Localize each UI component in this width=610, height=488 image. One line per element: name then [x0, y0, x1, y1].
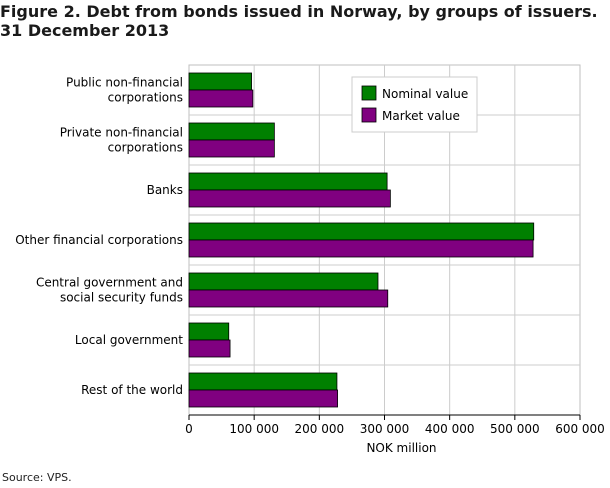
- bar-market-5: [188, 339, 231, 358]
- bar-market-4: [188, 289, 389, 308]
- x-tick-label: 200 000: [295, 422, 345, 436]
- category-label: Banks: [147, 183, 183, 197]
- category-label: Public non-financial: [66, 76, 183, 90]
- bar-market-2: [188, 189, 391, 208]
- bar-nominal-2: [188, 172, 388, 191]
- category-label: Local government: [75, 333, 183, 347]
- category-label: corporations: [108, 91, 183, 105]
- category-label: corporations: [108, 141, 183, 155]
- source-note: Source: VPS.: [2, 471, 72, 484]
- bar-market-3: [188, 239, 534, 258]
- x-axis-title: NOK million: [366, 441, 436, 455]
- bar-market-6: [188, 389, 338, 408]
- category-label: social security funds: [60, 291, 183, 305]
- x-tick-label: 600 000: [555, 422, 605, 436]
- x-tick-label: 300 000: [360, 422, 410, 436]
- bar-market-1: [188, 139, 275, 158]
- legend-swatch-nominal: [361, 85, 377, 101]
- legend-swatch-market: [361, 107, 377, 123]
- chart-title: Figure 2. Debt from bonds issued in Norw…: [0, 2, 606, 40]
- chart-title-line-2: 31 December 2013: [0, 21, 170, 40]
- bar-nominal-1: [188, 122, 275, 141]
- bar-market-0: [188, 89, 254, 108]
- category-label: Central government and: [36, 276, 183, 290]
- legend-box: [351, 76, 478, 133]
- bar-nominal-6: [188, 372, 338, 391]
- chart-title-line-1: Figure 2. Debt from bonds issued in Norw…: [0, 2, 598, 21]
- category-label: Rest of the world: [81, 383, 183, 397]
- legend-label-market: Market value: [382, 109, 460, 123]
- bar-nominal-3: [188, 222, 535, 241]
- x-tick-label: 400 000: [425, 422, 475, 436]
- category-label: Other financial corporations: [15, 233, 183, 247]
- legend-label-nominal: Nominal value: [382, 87, 468, 101]
- x-tick-label: 0: [185, 422, 193, 436]
- x-tick-label: 100 000: [229, 422, 279, 436]
- bar-nominal-0: [188, 72, 252, 91]
- x-tick-label: 500 000: [490, 422, 540, 436]
- bar-nominal-5: [188, 322, 230, 341]
- category-label: Private non-financial: [60, 126, 183, 140]
- bar-nominal-4: [188, 272, 379, 291]
